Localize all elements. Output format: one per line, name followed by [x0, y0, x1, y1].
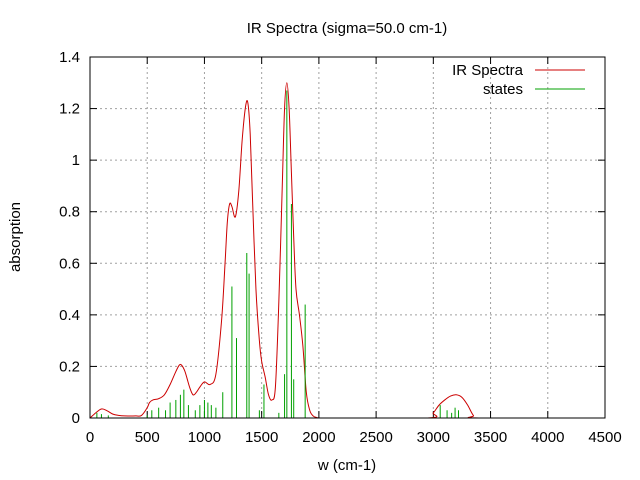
legend-label-ir-spectra: IR Spectra [452, 62, 524, 79]
y-axis-label: absorption [7, 202, 24, 272]
x-tick-label: 4000 [531, 429, 564, 446]
x-tick-label: 1500 [245, 429, 278, 446]
plot-border [89, 56, 606, 419]
x-tick-label: 1000 [188, 429, 221, 446]
grid [90, 57, 605, 418]
x-tick-label: 2500 [359, 429, 392, 446]
y-tick-label: 1 [72, 152, 80, 169]
x-tick-label: 3000 [417, 429, 450, 446]
x-tick-label: 500 [135, 429, 160, 446]
y-tick-label: 0.4 [59, 307, 80, 324]
legend: IR Spectra states [452, 62, 585, 98]
x-tick-label: 2000 [302, 429, 335, 446]
y-tick-label: 0.8 [59, 204, 80, 221]
y-tick-label: 0 [72, 410, 80, 427]
y-tick-label: 1.4 [59, 49, 80, 66]
ir-spectra-line [89, 82, 605, 419]
y-tick-label: 1.2 [59, 101, 80, 118]
chart-title: IR Spectra (sigma=50.0 cm-1) [247, 20, 448, 37]
series-layer [89, 82, 605, 419]
x-tick-label: 3500 [474, 429, 507, 446]
x-axis-label: w (cm-1) [317, 457, 376, 474]
x-tick-label: 4500 [588, 429, 621, 446]
axis-ticks: 0 500 1000 1500 2000 2500 3000 3500 4000 4500 0 0.2… [59, 49, 622, 446]
x-tick-label: 0 [86, 429, 94, 446]
y-tick-label: 0.6 [59, 255, 80, 272]
legend-label-states: states [483, 81, 523, 98]
y-tick-label: 0.2 [59, 358, 80, 375]
